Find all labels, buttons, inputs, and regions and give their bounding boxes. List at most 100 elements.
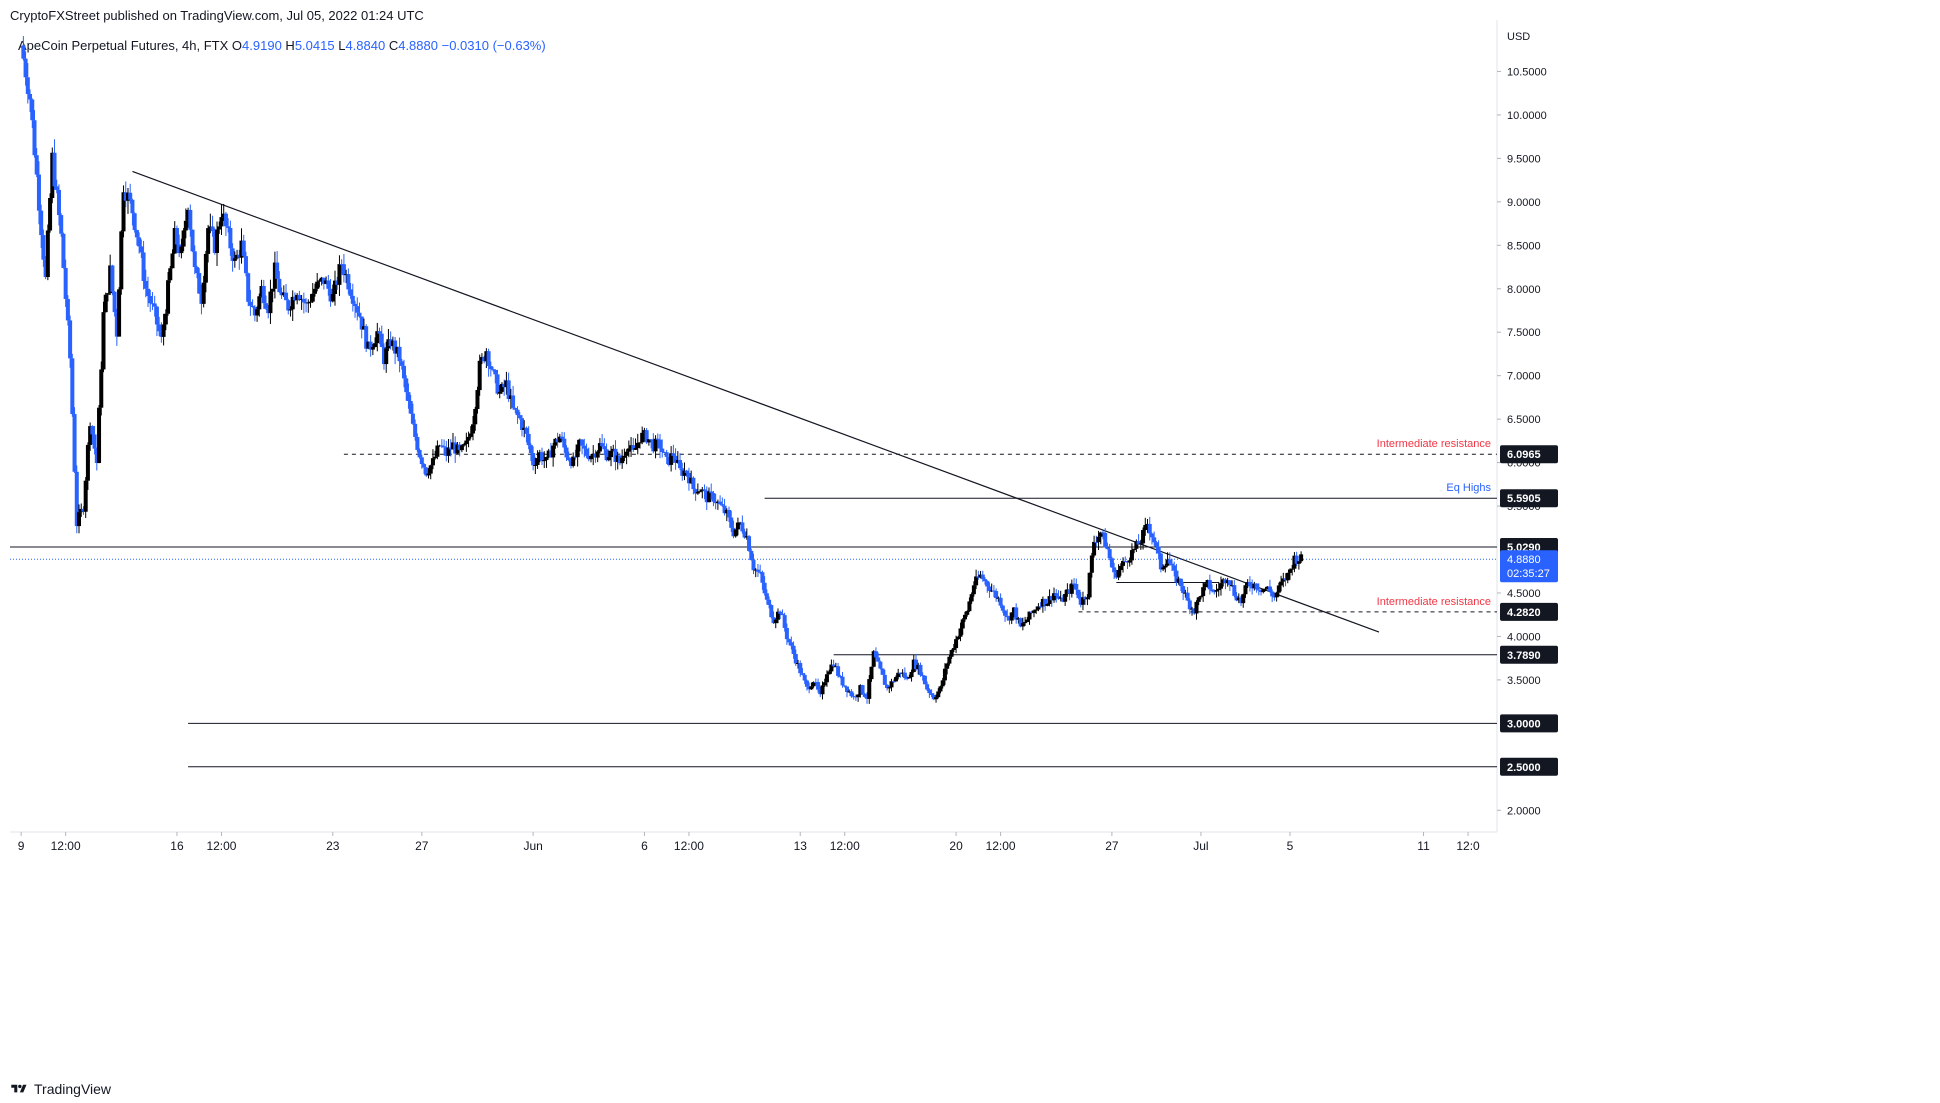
candle-body xyxy=(493,369,498,375)
current-price-label: 4.8880 xyxy=(1507,554,1541,566)
candle-body xyxy=(1089,555,1094,573)
candle-body xyxy=(174,228,179,245)
price-tag-label: 6.0965 xyxy=(1507,449,1541,461)
candle-body xyxy=(1276,585,1281,593)
candle-body xyxy=(582,445,587,449)
candle-body xyxy=(464,440,469,445)
candle-body xyxy=(942,668,947,681)
candle-body xyxy=(519,418,524,430)
candle-body xyxy=(1250,586,1255,589)
candle-body xyxy=(270,288,275,292)
candle-body xyxy=(221,213,226,218)
candle-body xyxy=(255,309,260,316)
candle-body xyxy=(740,522,745,532)
candle-body xyxy=(1292,555,1297,569)
candle-body xyxy=(713,501,718,504)
candle-body xyxy=(1056,595,1061,599)
candle-body xyxy=(444,447,449,456)
candle-body xyxy=(424,467,429,476)
candle-body xyxy=(453,442,458,454)
candle-body xyxy=(553,438,558,446)
candle-body xyxy=(88,426,93,445)
candle-body xyxy=(1198,596,1203,598)
candle-body xyxy=(208,226,213,229)
candle-body xyxy=(878,661,883,669)
candle-body xyxy=(989,590,994,592)
y-tick-label: 9.0000 xyxy=(1507,197,1541,209)
x-tick-label: 12:00 xyxy=(51,839,81,853)
candle-body xyxy=(161,324,166,337)
candle-body xyxy=(1223,579,1228,584)
candle-body xyxy=(479,357,484,361)
candle-body xyxy=(272,262,277,289)
candle-body xyxy=(996,597,1001,599)
candle-body xyxy=(85,444,90,481)
candle-body xyxy=(1192,608,1197,614)
candle-body xyxy=(566,457,571,461)
candle-body xyxy=(780,613,785,616)
candle-body xyxy=(23,58,28,78)
candle-body xyxy=(789,642,794,646)
candle-body xyxy=(1147,523,1152,534)
x-tick-label: 16 xyxy=(170,839,184,853)
candle-body xyxy=(1254,583,1259,590)
x-tick-label: 6 xyxy=(641,839,648,853)
candle-body xyxy=(154,306,159,325)
candle-body xyxy=(867,679,872,699)
candle-body xyxy=(1067,589,1072,594)
candle-body xyxy=(722,505,727,514)
price-tag-label: 5.5905 xyxy=(1507,493,1541,505)
candle-body xyxy=(896,672,901,678)
candle-body xyxy=(804,680,809,687)
candle-body xyxy=(70,358,75,415)
candle-body xyxy=(720,504,725,506)
candle-body xyxy=(393,340,398,354)
candle-body xyxy=(123,192,128,201)
candle-body xyxy=(350,295,355,304)
candle-body xyxy=(962,614,967,620)
candle-body xyxy=(159,331,164,337)
candle-body xyxy=(243,256,248,274)
candle-body xyxy=(836,666,841,676)
candle-body xyxy=(482,357,487,362)
candle-body xyxy=(190,229,195,252)
candle-body xyxy=(437,445,442,447)
candle-body xyxy=(744,536,749,538)
tradingview-footer[interactable]: TradingView xyxy=(10,1081,111,1097)
candle-body xyxy=(711,493,716,502)
candle-body xyxy=(1054,593,1059,596)
candle-body xyxy=(502,383,507,388)
candle-body xyxy=(929,693,934,695)
y-tick-label: 8.0000 xyxy=(1507,284,1541,296)
candle-body xyxy=(279,292,284,296)
candle-body xyxy=(800,673,805,675)
candle-body xyxy=(925,684,930,690)
candle-body xyxy=(361,326,366,330)
candle-body xyxy=(192,251,197,268)
candle-body xyxy=(678,460,683,469)
candle-body xyxy=(918,664,923,676)
candle-body xyxy=(130,199,135,214)
candle-body xyxy=(34,155,39,175)
candle-body xyxy=(526,433,531,446)
candle-body xyxy=(551,445,556,458)
price-tag-label: 3.0000 xyxy=(1507,718,1541,730)
price-tag xyxy=(1500,757,1558,776)
candle-body xyxy=(508,395,513,399)
candle-body xyxy=(306,302,311,304)
candle-body xyxy=(1072,583,1077,585)
candle-body xyxy=(1098,532,1103,537)
candle-body xyxy=(1183,592,1188,594)
candle-body xyxy=(542,460,547,462)
change-value: −0.0310 (−0.63%) xyxy=(441,38,546,53)
candle-body xyxy=(936,691,941,698)
candle-body xyxy=(346,274,351,290)
candle-body xyxy=(653,438,658,452)
candle-body xyxy=(1201,587,1206,597)
candle-body xyxy=(1185,592,1190,601)
candle-body xyxy=(575,444,580,458)
candle-body xyxy=(237,254,242,258)
candle-body xyxy=(769,604,774,618)
candle-body xyxy=(635,442,640,448)
